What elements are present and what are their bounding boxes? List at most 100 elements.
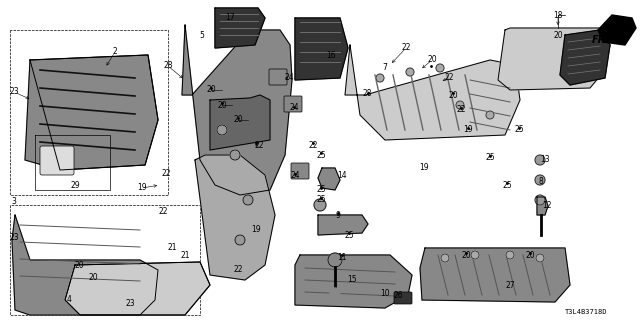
- Polygon shape: [195, 155, 275, 280]
- Text: 14: 14: [337, 171, 347, 180]
- Text: 25: 25: [502, 180, 512, 189]
- Text: 21: 21: [167, 244, 177, 252]
- Circle shape: [376, 74, 384, 82]
- FancyBboxPatch shape: [284, 96, 302, 112]
- Text: 13: 13: [540, 156, 550, 164]
- Text: T3L4B3718D: T3L4B3718D: [564, 309, 607, 315]
- Text: 20: 20: [427, 55, 437, 65]
- Text: 20: 20: [206, 85, 216, 94]
- Text: 20: 20: [88, 274, 98, 283]
- Text: 27: 27: [505, 281, 515, 290]
- Polygon shape: [210, 95, 270, 150]
- Text: 20: 20: [461, 251, 471, 260]
- Circle shape: [441, 254, 449, 262]
- Text: 19: 19: [251, 226, 261, 235]
- Text: 20: 20: [525, 251, 535, 260]
- Text: 18: 18: [553, 11, 563, 20]
- Text: 28: 28: [163, 61, 173, 70]
- Polygon shape: [65, 262, 210, 315]
- Text: 24: 24: [290, 171, 300, 180]
- Text: 25: 25: [485, 154, 495, 163]
- Circle shape: [486, 111, 494, 119]
- Text: 24: 24: [284, 74, 294, 83]
- Circle shape: [330, 288, 340, 298]
- Text: 29: 29: [70, 180, 80, 189]
- Text: 28: 28: [362, 89, 372, 98]
- FancyBboxPatch shape: [394, 292, 412, 304]
- Text: 3: 3: [12, 197, 17, 206]
- Text: 23: 23: [125, 299, 135, 308]
- Text: 4: 4: [67, 295, 72, 305]
- Text: 11: 11: [337, 252, 347, 261]
- Circle shape: [328, 253, 342, 267]
- Polygon shape: [295, 18, 348, 80]
- FancyBboxPatch shape: [269, 69, 287, 85]
- Polygon shape: [498, 28, 610, 90]
- Polygon shape: [182, 25, 292, 195]
- Text: 20: 20: [74, 260, 84, 269]
- Text: 25: 25: [316, 196, 326, 204]
- Text: 8: 8: [539, 178, 543, 187]
- Text: 22: 22: [444, 74, 454, 83]
- Polygon shape: [318, 215, 368, 235]
- Circle shape: [535, 175, 545, 185]
- Circle shape: [235, 235, 245, 245]
- Circle shape: [536, 254, 544, 262]
- Text: 21: 21: [180, 251, 189, 260]
- Text: 20: 20: [217, 100, 227, 109]
- Text: 23: 23: [9, 87, 19, 97]
- Text: 25: 25: [514, 125, 524, 134]
- Text: 7: 7: [383, 63, 387, 73]
- Text: 23: 23: [9, 234, 19, 243]
- Text: 22: 22: [401, 44, 411, 52]
- Text: 25: 25: [344, 230, 354, 239]
- Text: 17: 17: [225, 13, 235, 22]
- Text: 19: 19: [137, 183, 147, 193]
- Circle shape: [436, 64, 444, 72]
- Text: 20: 20: [553, 30, 563, 39]
- Circle shape: [230, 150, 240, 160]
- Text: 5: 5: [200, 30, 204, 39]
- Polygon shape: [598, 15, 636, 45]
- Circle shape: [314, 199, 326, 211]
- Polygon shape: [215, 8, 265, 48]
- Text: 16: 16: [326, 51, 336, 60]
- Text: 19: 19: [419, 164, 429, 172]
- Text: 22: 22: [254, 140, 264, 149]
- Circle shape: [243, 195, 253, 205]
- Circle shape: [471, 251, 479, 259]
- Text: 12: 12: [542, 201, 552, 210]
- Polygon shape: [25, 55, 158, 170]
- Text: 15: 15: [347, 276, 357, 284]
- Polygon shape: [420, 248, 570, 302]
- Polygon shape: [318, 168, 340, 190]
- Text: 10: 10: [380, 289, 390, 298]
- Text: 22: 22: [456, 106, 466, 115]
- Text: FR.: FR.: [592, 35, 610, 45]
- Circle shape: [456, 101, 464, 109]
- Text: 20: 20: [233, 116, 243, 124]
- FancyBboxPatch shape: [291, 163, 309, 179]
- Text: 19: 19: [463, 125, 473, 134]
- Circle shape: [535, 195, 545, 205]
- Text: 26: 26: [393, 292, 403, 300]
- FancyBboxPatch shape: [40, 146, 74, 175]
- Circle shape: [535, 155, 545, 165]
- Text: 22: 22: [161, 170, 171, 179]
- Text: 20: 20: [448, 91, 458, 100]
- Text: 22: 22: [233, 266, 243, 275]
- Polygon shape: [12, 215, 158, 315]
- Circle shape: [217, 125, 227, 135]
- Text: 24: 24: [289, 103, 299, 113]
- Polygon shape: [560, 30, 610, 85]
- Text: 2: 2: [113, 47, 117, 57]
- Text: 25: 25: [316, 150, 326, 159]
- Polygon shape: [295, 255, 412, 308]
- Polygon shape: [345, 45, 520, 140]
- Text: 22: 22: [158, 207, 168, 217]
- Text: 9: 9: [335, 211, 340, 220]
- Circle shape: [406, 68, 414, 76]
- Text: 25: 25: [316, 186, 326, 195]
- Text: 22: 22: [308, 140, 317, 149]
- Polygon shape: [537, 197, 548, 215]
